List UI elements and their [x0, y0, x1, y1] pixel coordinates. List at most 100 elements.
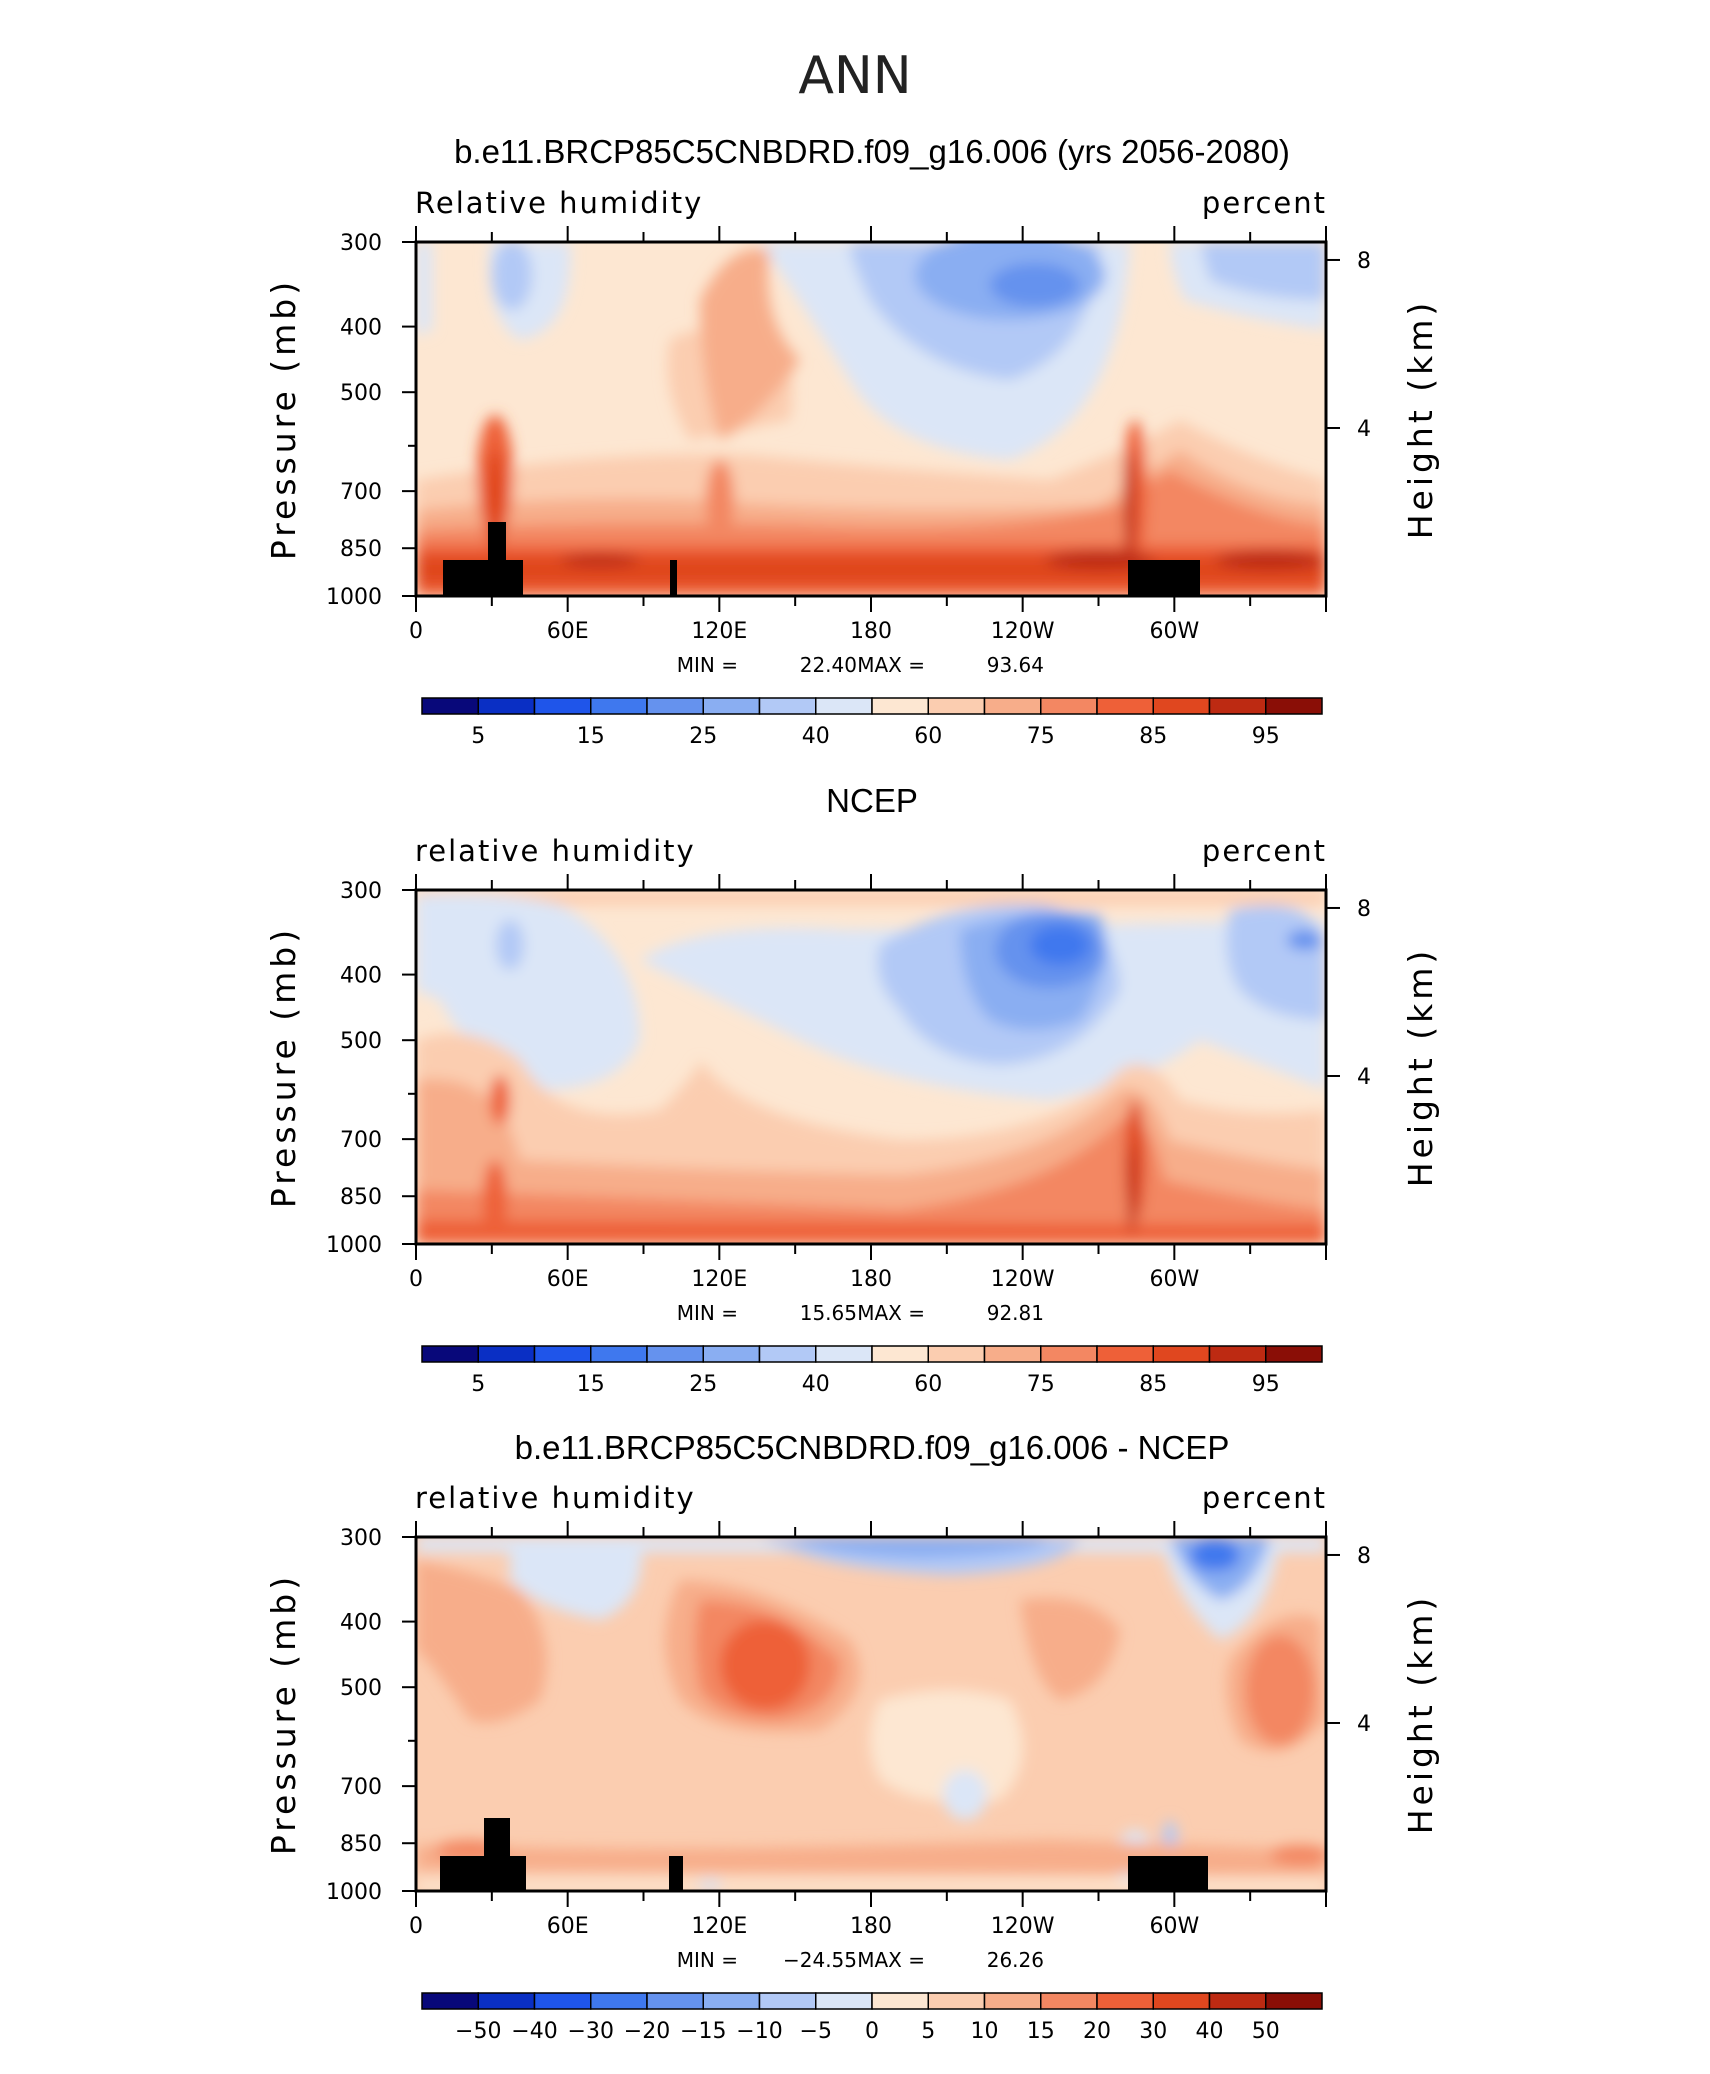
- min-value: 15.65: [800, 1301, 857, 1325]
- y-axis-title: Pressure (mb): [264, 278, 303, 560]
- colorbar-box: [1152, 1992, 1211, 2010]
- colorbar-box: [590, 1345, 648, 1363]
- max-value: 92.81: [987, 1301, 1044, 1325]
- colorbar-box: [590, 1992, 648, 2010]
- variable-label: relative humidity: [415, 834, 696, 868]
- colorbar-box: [1152, 1345, 1211, 1363]
- colorbar-box: [421, 1992, 479, 2010]
- max-value: 93.64: [987, 653, 1044, 677]
- x-tick-label: 0: [409, 1267, 423, 1292]
- right-tick-label: 8: [1357, 249, 1371, 274]
- min-value: 22.40: [800, 653, 857, 677]
- right-axis-title: Height (km): [1401, 947, 1440, 1188]
- right-axis-title: Height (km): [1401, 1594, 1440, 1835]
- colorbar-label: 5: [471, 1372, 485, 1397]
- colorbar-box: [983, 697, 1042, 715]
- colorbar-label: −5: [800, 2019, 832, 2044]
- colorbar-label: 75: [1027, 724, 1055, 749]
- min-value: −24.55: [783, 1948, 857, 1972]
- panel-difference: b.e11.BRCP85C5CNBDRD.f09_g16.006 - NCEP …: [414, 1429, 1328, 1893]
- colorbar-box: [1265, 1345, 1323, 1363]
- variable-label: relative humidity: [415, 1481, 696, 1515]
- colorbar-box: [927, 1992, 986, 2010]
- colorbar-label: −15: [680, 2019, 726, 2044]
- colorbar-box: [477, 697, 536, 715]
- colorbar-box: [871, 1992, 929, 2010]
- colorbar-box: [646, 1345, 704, 1363]
- units-label: percent: [1202, 186, 1327, 220]
- x-tick-label: 0: [409, 619, 423, 644]
- y-tick-label: 400: [340, 316, 382, 341]
- y-tick-label: 300: [340, 231, 382, 256]
- x-tick-label: 0: [409, 1914, 423, 1939]
- y-tick-label: 400: [340, 1611, 382, 1636]
- colorbar-label: 15: [577, 1372, 605, 1397]
- panel-title: b.e11.BRCP85C5CNBDRD.f09_g16.006 (yrs 20…: [454, 133, 1290, 170]
- y-tick-label: 850: [340, 1185, 382, 1210]
- colorbar-label: 40: [802, 1372, 830, 1397]
- colorbar-box: [477, 1992, 536, 2010]
- colorbar-box: [1208, 697, 1267, 715]
- contour-field: [416, 1537, 1326, 1891]
- right-tick-label: 4: [1357, 1712, 1371, 1737]
- y-axis-title: Pressure (mb): [264, 926, 303, 1208]
- y-tick-label: 300: [340, 879, 382, 904]
- right-tick-label: 4: [1357, 1065, 1371, 1090]
- colorbar-label: 75: [1027, 1372, 1055, 1397]
- colorbar-box: [871, 697, 929, 715]
- colorbar-label: 10: [971, 2019, 999, 2044]
- x-tick-label: 60W: [1149, 1914, 1199, 1939]
- colorbar-label: −40: [511, 2019, 557, 2044]
- panel-title: b.e11.BRCP85C5CNBDRD.f09_g16.006 - NCEP: [515, 1429, 1230, 1466]
- colorbar-label: 25: [689, 724, 717, 749]
- colorbar-box: [421, 697, 479, 715]
- colorbar-label: 15: [577, 724, 605, 749]
- topography-mask: [443, 522, 1200, 596]
- x-tick-label: 60E: [547, 619, 589, 644]
- colorbar-box: [533, 1992, 592, 2010]
- colorbar-box: [1208, 1345, 1267, 1363]
- axes-layer: 0 60E 120E 180 120W 60W300400500700850100084P…: [264, 226, 1440, 2044]
- colorbar-label: 15: [1027, 2019, 1055, 2044]
- colorbar-box: [533, 1345, 592, 1363]
- colorbar-box: [1096, 1992, 1154, 2010]
- colorbar-label: 5: [471, 724, 485, 749]
- colorbar-label: −20: [624, 2019, 670, 2044]
- min-label: MIN =: [677, 1948, 738, 1972]
- max-label: MAX =: [857, 1301, 925, 1325]
- panel-title: NCEP: [826, 782, 918, 819]
- colorbar-label: 5: [921, 2019, 935, 2044]
- colorbar-box: [533, 697, 592, 715]
- colorbar-box: [983, 1992, 1042, 2010]
- x-tick-label: 60W: [1149, 619, 1199, 644]
- colorbar-box: [646, 1992, 704, 2010]
- y-tick-label: 700: [340, 1775, 382, 1800]
- colorbar-box: [927, 1345, 986, 1363]
- colorbar-box: [421, 1345, 479, 1363]
- x-tick-label: 60W: [1149, 1267, 1199, 1292]
- y-tick-label: 1000: [326, 1880, 382, 1905]
- colorbar-box: [1096, 1345, 1154, 1363]
- colorbar-label: 95: [1252, 1372, 1280, 1397]
- min-label: MIN =: [677, 1301, 738, 1325]
- colorbar-label: 85: [1139, 724, 1167, 749]
- colorbar-box: [702, 1345, 761, 1363]
- y-tick-label: 300: [340, 1526, 382, 1551]
- x-tick-label: 180: [850, 619, 892, 644]
- y-tick-label: 850: [340, 1832, 382, 1857]
- colorbar-label: −10: [736, 2019, 782, 2044]
- colorbar-box: [1040, 1992, 1098, 2010]
- y-tick-label: 1000: [326, 585, 382, 610]
- y-axis-title: Pressure (mb): [264, 1573, 303, 1855]
- colorbar-label: 50: [1252, 2019, 1280, 2044]
- y-tick-label: 400: [340, 964, 382, 989]
- y-tick-label: 500: [340, 1029, 382, 1054]
- x-tick-label: 120E: [691, 1267, 747, 1292]
- x-tick-label: 180: [850, 1914, 892, 1939]
- contour-field: [416, 242, 1326, 596]
- colorbar-box: [758, 1345, 817, 1363]
- right-tick-label: 8: [1357, 897, 1371, 922]
- x-tick-label: 60E: [547, 1267, 589, 1292]
- max-label: MAX =: [857, 1948, 925, 1972]
